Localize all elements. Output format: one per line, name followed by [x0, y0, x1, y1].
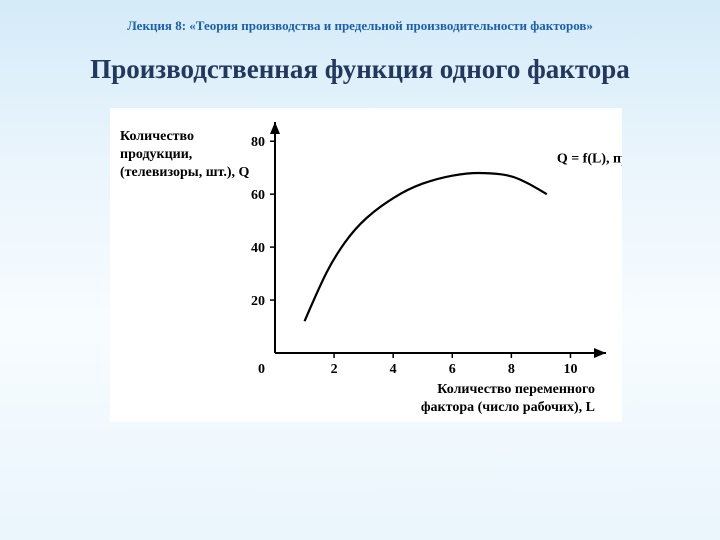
lecture-line: Лекция 8: «Теория производства и предель… — [0, 18, 720, 34]
x-axis-label: фактора (число рабочих), L — [421, 400, 595, 415]
axis-arrow — [270, 122, 280, 134]
y-tick-label: 80 — [251, 135, 265, 150]
y-tick-label: 60 — [251, 188, 265, 203]
y-axis-label: (телевизоры, шт.), Q — [120, 165, 250, 180]
axis-arrow — [594, 348, 606, 358]
x-tick-label: 2 — [331, 362, 338, 377]
x-tick-label: 8 — [508, 362, 515, 377]
chart-svg: 20 40 60 80 2 4 6 8 10 0 Количество продукции, (теле… — [110, 108, 622, 422]
y-axis-label: продукции, — [120, 147, 192, 162]
y-axis-label: Количество — [120, 129, 194, 144]
x-tick-label: 6 — [449, 362, 456, 377]
y-tick-label: 40 — [251, 241, 265, 256]
production-curve — [305, 173, 547, 321]
x-axis-label: Количество переменного — [437, 382, 595, 397]
x-tick-label: 10 — [563, 362, 577, 377]
production-function-chart: 20 40 60 80 2 4 6 8 10 0 Количество продукции, (теле… — [110, 108, 622, 422]
x-tick-label: 4 — [390, 362, 397, 377]
y-tick-label: 20 — [251, 294, 265, 309]
curve-annotation: Q = f(L), при K=2 — [557, 151, 622, 166]
main-title: Производственная функция одного фактора — [0, 54, 720, 85]
origin-label: 0 — [258, 362, 265, 377]
